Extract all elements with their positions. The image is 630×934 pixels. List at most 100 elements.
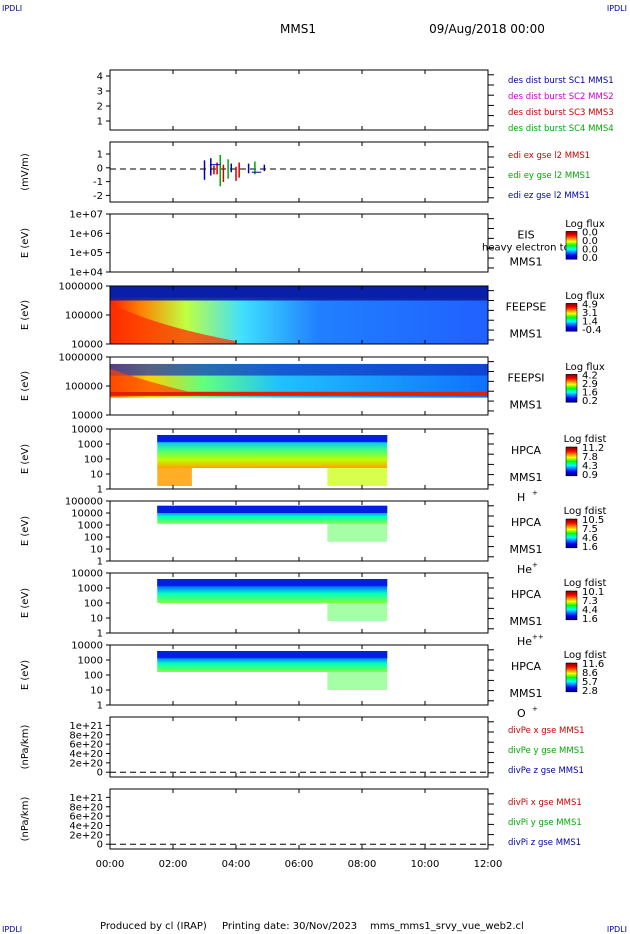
y-axis-label: E (eV) — [20, 660, 31, 690]
corner-label-br: IPDLI — [607, 925, 627, 934]
species-charge: + — [532, 489, 538, 497]
y-tick-label-1: 1000 — [78, 656, 103, 667]
species-label: O — [517, 707, 526, 720]
y-axis-label: (mV/m) — [20, 153, 31, 191]
y-tick-label-2: 6e+20 — [69, 740, 103, 751]
y-tick-label-3: -2 — [93, 191, 103, 202]
spacecraft-label: MMS1 — [510, 327, 543, 340]
legend-entry-1: des dist burst SC2 MMS2 — [508, 92, 614, 102]
spacecraft-label: MMS1 — [510, 398, 543, 411]
colorbar-tick-2: 4.4 — [582, 605, 598, 616]
y-axis-label: E (eV) — [20, 300, 31, 330]
spacecraft-label: MMS1 — [510, 543, 543, 556]
footer-file: mms_mms1_srvy_vue_web2.cl — [370, 921, 524, 932]
hpca-top-band — [157, 435, 388, 443]
spacecraft-label: MMS1 — [510, 471, 543, 484]
x-tick-label-2: 04:00 — [222, 859, 251, 870]
y-tick-label-1: 1000 — [78, 440, 103, 451]
y-tick-label-4: 2e+20 — [69, 758, 103, 769]
colorbar-tick-0: 10.5 — [582, 515, 604, 526]
y-tick-label-0: 4 — [97, 72, 103, 83]
colorbar-tick-0: 4.2 — [582, 370, 598, 381]
colorbar-tick-3: -0.4 — [582, 325, 602, 336]
colorbar-tick-1: 2.9 — [582, 379, 598, 390]
y-tick-label-0: 100000 — [65, 497, 103, 508]
y-axis-label: (nPa/km) — [20, 725, 31, 770]
y-tick-label-5: 0 — [97, 840, 103, 851]
hpca-top-band — [157, 651, 388, 659]
y-tick-label-2: 1000 — [78, 521, 103, 532]
y-tick-label-1: 8e+20 — [69, 802, 103, 813]
panel-p1: 4 3 2 1 des dist burst SC1 MMS1 des dist burs… — [97, 69, 614, 134]
species-charge: ++ — [532, 633, 544, 641]
y-tick-label-4: 2e+20 — [69, 830, 103, 841]
colorbar-title: Log fdist — [564, 578, 607, 589]
instrument-label: HPCA — [511, 444, 542, 457]
y-tick-label-0: 10000 — [71, 425, 103, 436]
colorbar-tick-3: 0.0 — [582, 253, 598, 264]
y-tick-label-2: 2 — [97, 102, 103, 113]
species-label: He — [517, 563, 532, 576]
legend-entry-0: des dist burst SC1 MMS1 — [508, 76, 614, 86]
colorbar-tick-3: 2.8 — [582, 686, 598, 697]
y-tick-label-1: 3 — [97, 87, 103, 98]
y-tick-label-1: 8e+20 — [69, 730, 103, 741]
y-tick-label-0: 1000000 — [58, 282, 103, 293]
legend-entry-2: divPe z gse MMS1 — [508, 766, 584, 776]
y-tick-label-1: 0 — [97, 163, 103, 174]
legend-entry-0: divPe x gse MMS1 — [508, 726, 585, 736]
colorbar-title: Log flux — [565, 219, 605, 230]
hpca-top-band — [157, 579, 388, 587]
colorbar-tick-0: 11.6 — [582, 659, 604, 670]
hpca-hot-core — [157, 468, 192, 486]
spacecraft-label: MMS1 — [510, 255, 543, 268]
y-tick-label-1: 1e+06 — [69, 229, 103, 240]
x-tick-label-0: 00:00 — [96, 859, 125, 870]
x-tick-label-4: 08:00 — [348, 859, 377, 870]
y-tick-label-3: 10 — [90, 614, 103, 625]
y-tick-label-4: 1 — [97, 629, 103, 640]
panel-frame — [109, 69, 489, 131]
colorbar-title: Log flux — [565, 291, 605, 302]
colorbar-tick-2: 5.7 — [582, 677, 598, 688]
legend-entry-0: divPi x gse MMS1 — [508, 798, 582, 808]
colorbar — [565, 518, 578, 549]
panel-frame — [109, 213, 489, 273]
y-tick-label-3: 4e+20 — [69, 821, 103, 832]
y-tick-label-2: 10000 — [71, 411, 103, 422]
y-axis-label: E (eV) — [20, 228, 31, 258]
legend-entry-2: divPi z gse MMS1 — [508, 838, 581, 848]
footer-produced: Produced by cl (IRAP) — [100, 921, 207, 932]
colorbar-tick-1: 7.3 — [582, 596, 598, 607]
colorbar-title: Log fdist — [564, 434, 607, 445]
colorbar-tick-1: 7.8 — [582, 452, 598, 463]
mission-title: MMS1 — [280, 22, 316, 36]
species-charge: + — [532, 561, 538, 569]
y-tick-label-3: 10 — [90, 470, 103, 481]
y-tick-label-3: 1e+04 — [69, 268, 103, 279]
legend-entry-1: divPi y gse MMS1 — [508, 818, 582, 828]
colorbar-tick-1: 0.0 — [582, 236, 598, 247]
y-tick-label-2: 100 — [84, 671, 103, 682]
panel-frame — [109, 716, 489, 778]
panel-frame — [109, 788, 489, 850]
y-tick-label-1: 1000 — [78, 584, 103, 595]
legend-entry-1: edi ey gse l2 MMS1 — [508, 171, 590, 181]
hpca-late-core — [327, 603, 388, 621]
colorbar-tick-3: 1.6 — [582, 542, 598, 553]
y-tick-label-2: -1 — [93, 177, 103, 188]
y-axis-label: E (eV) — [20, 444, 31, 474]
y-tick-label-2: 100 — [84, 455, 103, 466]
y-tick-label-3: 10 — [90, 686, 103, 697]
colorbar-tick-2: 1.6 — [582, 388, 598, 399]
colorbar-tick-3: 1.6 — [582, 614, 598, 625]
extra-label: heavy electron to — [482, 243, 570, 254]
species-label: He — [517, 635, 532, 648]
legend-entry-0: edi ex gse l2 MMS1 — [508, 151, 590, 161]
y-tick-label-0: 1 — [97, 150, 103, 161]
colorbar-tick-1: 3.1 — [582, 308, 598, 319]
colorbar-title: Log flux — [565, 362, 605, 373]
panel-p4: 1000000 100000 10000 E (eV) FEEPSE MMS1 Log fl… — [20, 282, 605, 351]
